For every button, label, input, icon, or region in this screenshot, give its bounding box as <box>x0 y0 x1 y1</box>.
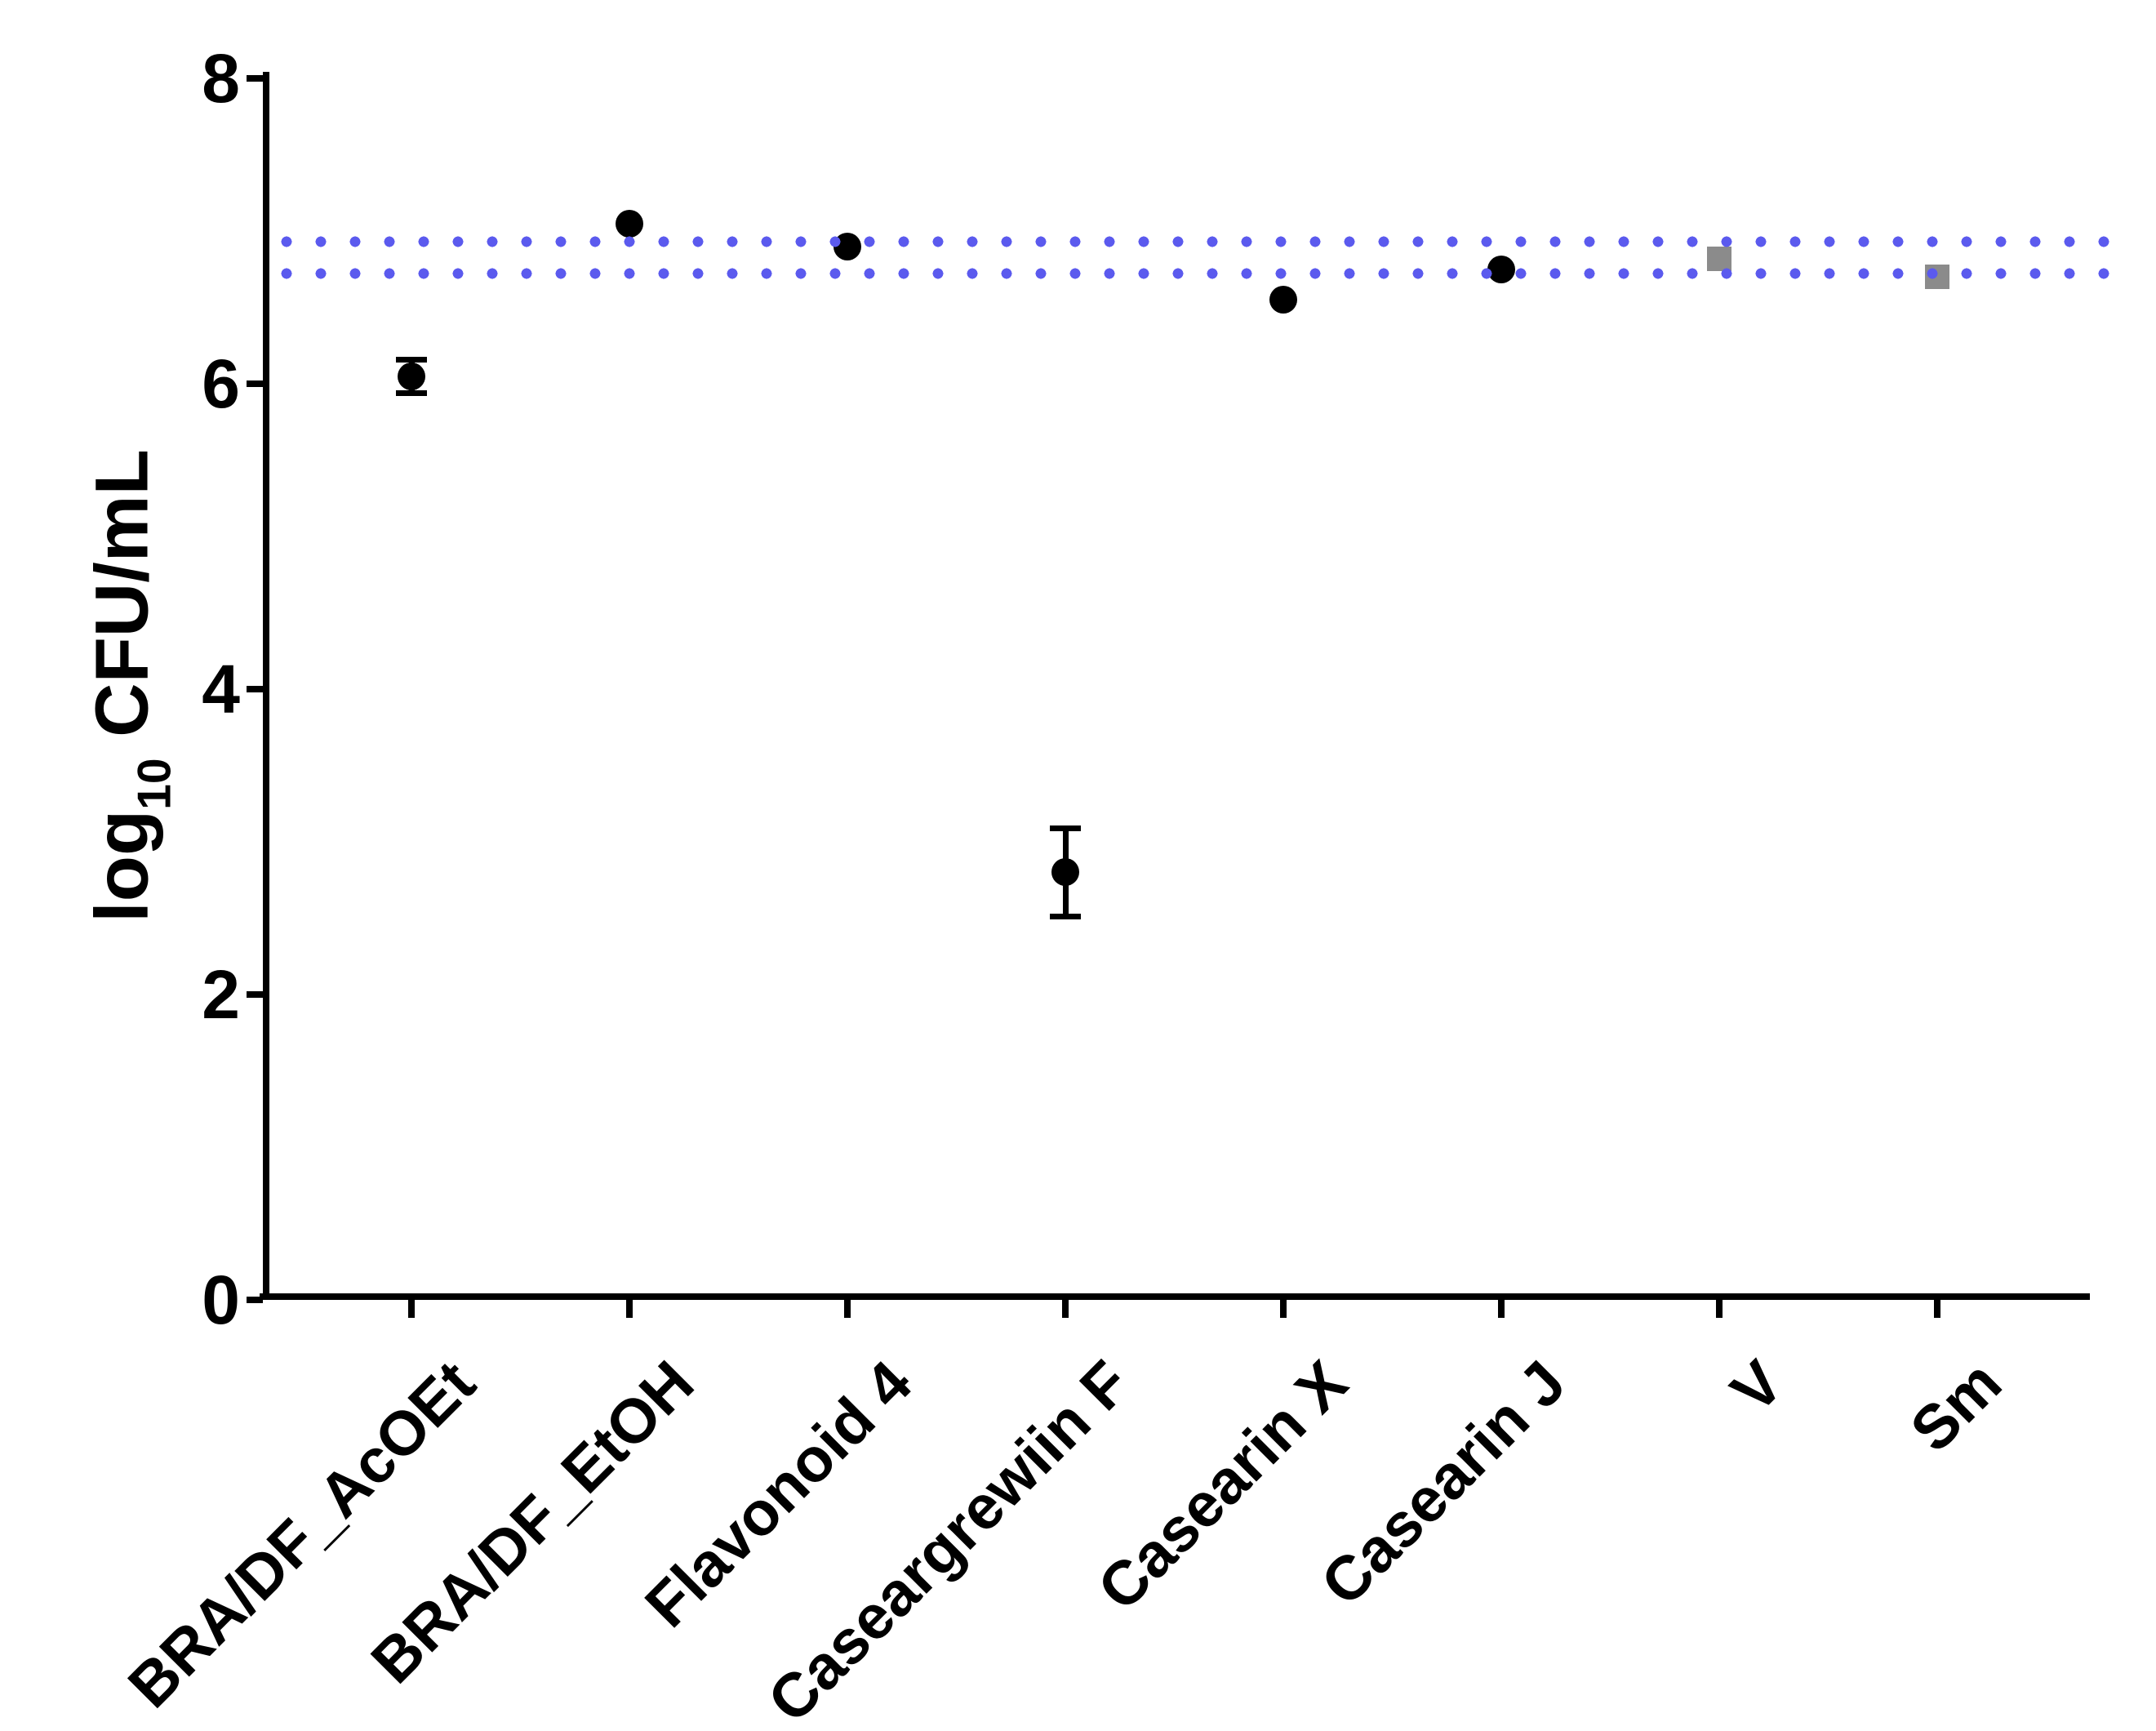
y-tick-0 <box>247 1297 263 1303</box>
error-bar-cap-bottom-caseargrewiin-f <box>1050 914 1081 920</box>
y-tick-label-0: 0 <box>202 1262 240 1338</box>
data-point-bra-df-acoet <box>398 362 425 390</box>
x-axis-line <box>260 1293 2090 1300</box>
data-point-v <box>1707 246 1731 271</box>
error-bar-cap-bottom-bra-df-acoet <box>396 389 427 396</box>
y-tick-6 <box>247 380 263 387</box>
x-tick-flavonoid-4 <box>844 1300 851 1318</box>
reference-dotted-line-2 <box>269 268 2114 280</box>
x-tick-v <box>1716 1300 1723 1318</box>
x-tick-bra-df-etoh <box>626 1300 633 1318</box>
error-bar-cap-top-caseargrewiin-f <box>1050 825 1081 831</box>
y-tick-label-8: 8 <box>202 40 240 117</box>
y-tick-label-6: 6 <box>202 345 240 422</box>
x-tick-caseargrewiin-f <box>1062 1300 1069 1318</box>
error-bar-cap-top-bra-df-acoet <box>396 356 427 363</box>
data-point-caseargrewiin-f <box>1051 858 1079 887</box>
x-tick-sm <box>1934 1300 1940 1318</box>
x-tick-casearin-x <box>1280 1300 1287 1318</box>
y-tick-2 <box>247 991 263 998</box>
y-tick-4 <box>247 686 263 692</box>
y-tick-label-4: 4 <box>202 651 240 728</box>
reference-dotted-line-1 <box>269 236 2114 248</box>
x-tick-casearin-j <box>1498 1300 1505 1318</box>
data-point-bra-df-etoh <box>616 209 643 238</box>
y-tick-8 <box>247 75 263 82</box>
data-point-casearin-x <box>1269 286 1297 314</box>
y-axis-line <box>263 72 269 1300</box>
y-tick-label-2: 2 <box>202 956 240 1033</box>
x-tick-bra-df-acoet <box>408 1300 415 1318</box>
